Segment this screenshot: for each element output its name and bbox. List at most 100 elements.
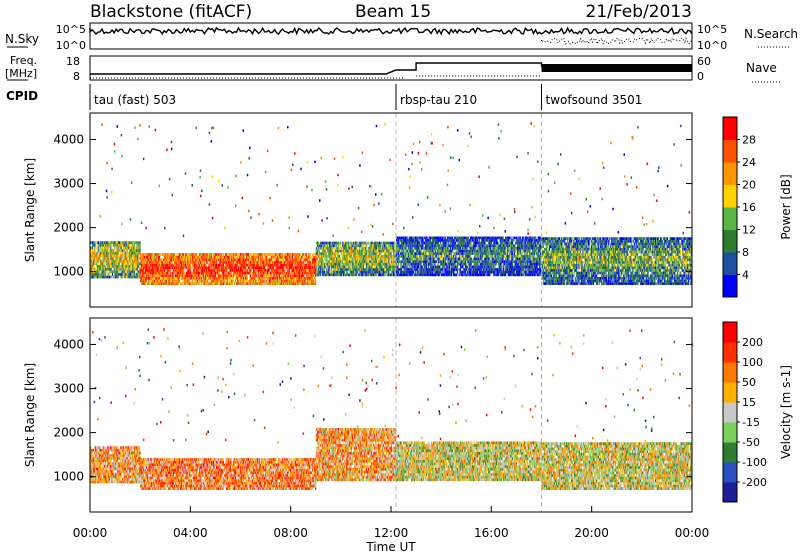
- data-cell: [229, 274, 230, 277]
- data-cell: [340, 260, 341, 263]
- data-cell: [127, 260, 128, 263]
- data-cell: [118, 249, 119, 252]
- data-cell: [225, 280, 226, 283]
- data-cell: [375, 271, 376, 274]
- data-cell: [229, 259, 230, 262]
- data-cell: [353, 263, 354, 266]
- data-cell: [390, 263, 391, 266]
- data-cell: [153, 253, 154, 256]
- data-cell: [350, 268, 351, 271]
- data-cell: [296, 272, 297, 275]
- data-cell: [404, 244, 405, 247]
- data-cell: [172, 280, 173, 283]
- data-cell: [353, 252, 354, 255]
- data-cell: [209, 253, 210, 256]
- data-cell: [410, 247, 411, 250]
- data-cell: [380, 255, 381, 258]
- data-cell: [235, 264, 236, 267]
- data-cell: [155, 274, 156, 277]
- data-cell: [95, 244, 96, 247]
- data-cell: [357, 271, 358, 274]
- data-cell: [271, 259, 272, 262]
- data-cell: [131, 276, 132, 279]
- data-cell: [113, 257, 114, 260]
- data-cell: [356, 274, 357, 277]
- data-cell: [96, 265, 97, 268]
- data-cell: [300, 264, 301, 267]
- data-cell: [330, 247, 331, 250]
- data-cell: [197, 266, 198, 269]
- data-cell: [299, 269, 300, 272]
- data-cell: [382, 274, 383, 277]
- data-cell: [99, 270, 100, 273]
- data-cell: [307, 282, 308, 285]
- data-cell: [348, 244, 349, 247]
- data-cell: [273, 259, 274, 262]
- data-cell: [359, 247, 360, 250]
- data-cell: [196, 282, 197, 285]
- data-cell: [166, 280, 167, 283]
- data-cell: [97, 273, 98, 276]
- data-cell: [224, 261, 225, 264]
- data-cell: [101, 252, 102, 255]
- data-cell: [309, 280, 310, 283]
- data-cell: [189, 266, 190, 269]
- data-cell: [146, 272, 147, 275]
- data-cell: [185, 274, 186, 277]
- data-cell: [378, 258, 379, 261]
- data-cell: [259, 269, 260, 272]
- data-cell: [282, 256, 283, 259]
- data-cell: [138, 247, 139, 250]
- data-cell: [298, 266, 299, 269]
- data-cell: [199, 274, 200, 277]
- data-cell: [152, 272, 153, 275]
- data-cell: [154, 256, 155, 259]
- data-cell: [338, 260, 339, 263]
- data-cell: [199, 282, 200, 285]
- data-cell: [335, 252, 336, 255]
- data-cell: [334, 247, 335, 250]
- data-cell: [321, 266, 322, 269]
- data-cell: [197, 269, 198, 272]
- data-cell: [131, 268, 132, 271]
- data-cell: [401, 250, 402, 253]
- data-cell: [197, 277, 198, 280]
- data-cell: [131, 270, 132, 273]
- data-cell: [317, 252, 318, 255]
- data-cell: [104, 257, 105, 260]
- data-cell: [227, 280, 228, 283]
- data-cell: [114, 276, 115, 279]
- data-cell: [189, 259, 190, 262]
- data-cell: [201, 277, 202, 280]
- data-cell: [325, 244, 326, 247]
- data-cell: [156, 259, 157, 262]
- data-cell: [353, 268, 354, 271]
- data-cell: [401, 268, 402, 271]
- data-cell: [262, 277, 263, 280]
- data-cell: [223, 282, 224, 285]
- data-cell: [309, 259, 310, 262]
- data-cell: [363, 266, 364, 269]
- data-cell: [346, 266, 347, 269]
- data-cell: [295, 277, 296, 280]
- data-cell: [340, 247, 341, 250]
- data-cell: [336, 268, 337, 271]
- data-cell: [303, 256, 304, 259]
- data-cell: [317, 266, 318, 269]
- data-cell: [363, 247, 364, 250]
- data-cell: [410, 250, 411, 253]
- data-cell: [222, 274, 223, 277]
- data-cell: [392, 263, 393, 266]
- data-cell: [242, 274, 243, 277]
- data-cell: [287, 266, 288, 269]
- data-cell: [348, 255, 349, 258]
- data-cell: [111, 270, 112, 273]
- data-cell: [233, 264, 234, 267]
- data-cell: [325, 263, 326, 266]
- data-cell: [407, 250, 408, 253]
- data-cell: [331, 255, 332, 258]
- data-cell: [381, 242, 382, 245]
- data-cell: [97, 252, 98, 255]
- data-cell: [368, 250, 369, 253]
